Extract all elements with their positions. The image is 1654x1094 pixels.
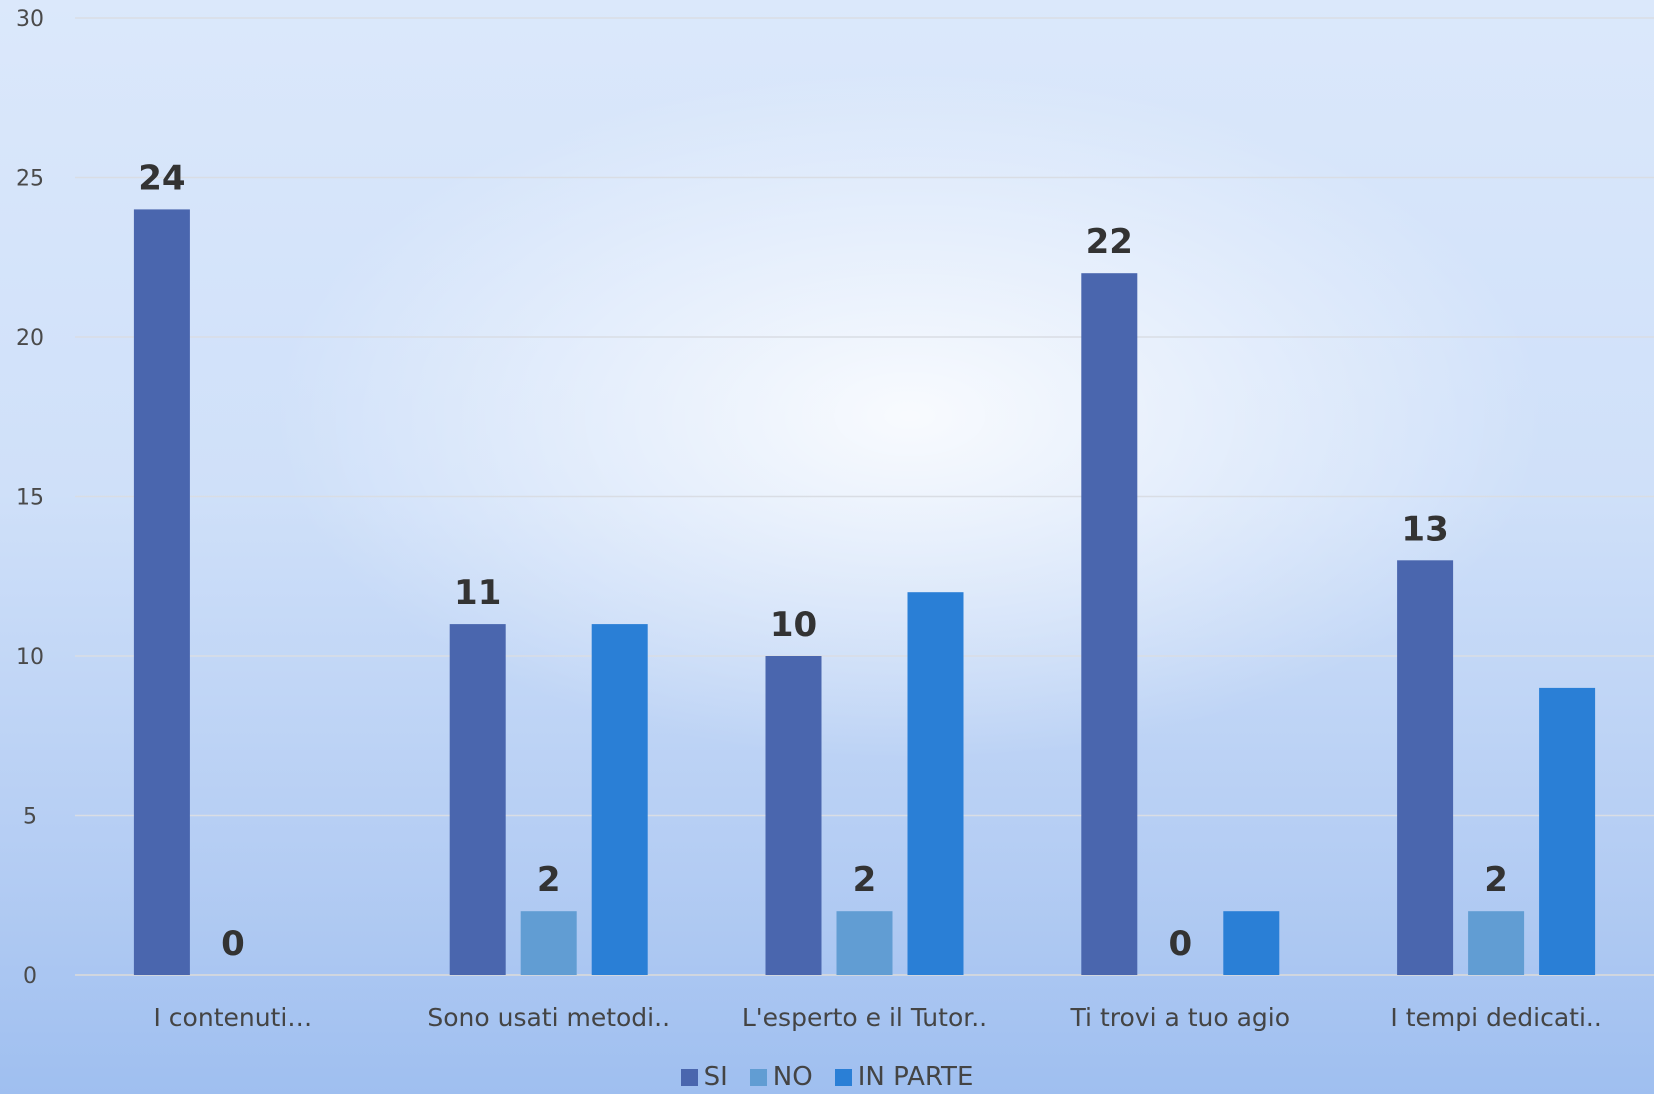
legend-swatch (680, 1068, 698, 1086)
bar-si (1081, 273, 1138, 975)
y-tick-label: 25 (16, 167, 44, 192)
data-label: 2 (853, 860, 877, 900)
bar-si (449, 624, 506, 975)
legend-label: NO (772, 1062, 813, 1092)
x-tick-label: Ti trovi a tuo agio (1070, 1003, 1291, 1032)
data-label: 0 (221, 924, 245, 964)
bar-si (133, 209, 190, 975)
data-label: 13 (1401, 509, 1448, 549)
bar-no (1468, 911, 1525, 975)
legend-swatch (749, 1068, 767, 1086)
bar-no (836, 911, 893, 975)
y-tick-label: 5 (23, 805, 37, 830)
data-label: 24 (138, 158, 185, 198)
y-tick-label: 10 (16, 645, 44, 670)
legend-swatch (834, 1068, 852, 1086)
y-tick-label: 20 (16, 326, 44, 351)
legend-label: IN PARTE (857, 1062, 974, 1092)
data-label: 22 (1086, 222, 1133, 262)
y-tick-label: 30 (16, 7, 44, 32)
x-tick-label: I tempi dedicati.. (1390, 1003, 1601, 1032)
bar-si (1397, 560, 1454, 975)
y-tick-label: 0 (23, 964, 37, 989)
bar-in-parte (591, 624, 648, 975)
bar-si (765, 656, 822, 975)
x-tick-label: I contenuti… (153, 1003, 312, 1032)
bar-in-parte (907, 592, 964, 975)
legend-label: SI (703, 1062, 728, 1092)
x-tick-label: Sono usati metodi.. (427, 1003, 670, 1032)
data-label: 10 (770, 605, 817, 645)
legend-item: SI (680, 1062, 728, 1092)
legend-item: IN PARTE (834, 1062, 974, 1092)
data-label: 2 (537, 860, 561, 900)
x-tick-label: L'esperto e il Tutor.. (742, 1003, 987, 1032)
y-tick-label: 15 (16, 486, 44, 511)
bar-in-parte (1223, 911, 1280, 975)
data-label: 11 (454, 573, 501, 613)
legend: SI NO IN PARTE (0, 1062, 1654, 1092)
bar-no (520, 911, 577, 975)
bar-in-parte (1539, 687, 1596, 975)
data-label: 0 (1168, 924, 1192, 964)
data-label: 2 (1484, 860, 1508, 900)
legend-item: NO (749, 1062, 813, 1092)
